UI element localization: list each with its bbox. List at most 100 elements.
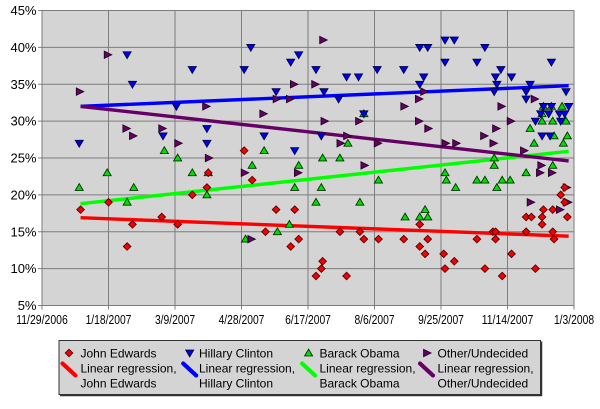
marker-hillary-clinton (127, 80, 138, 90)
marker-hillary-clinton (187, 66, 198, 75)
marker-barack-obama (561, 116, 571, 125)
marker-hillary-clinton (535, 110, 546, 119)
marker-other-undecided (506, 116, 516, 126)
marker-other-undecided (311, 79, 321, 89)
marker-barack-obama (547, 160, 558, 169)
plot-border (41, 10, 575, 306)
legend-box (58, 340, 541, 395)
marker-other-undecided (259, 109, 269, 119)
marker-barack-obama (128, 182, 139, 191)
legend-label-barack-obama: Barack Obama (320, 347, 400, 361)
marker-hillary-clinton (418, 73, 429, 82)
marker-john-edwards (271, 205, 281, 215)
marker-hillary-clinton (530, 117, 541, 126)
marker-barack-obama (492, 182, 502, 191)
marker-barack-obama (317, 153, 328, 162)
legend-regression-label-line2: Hillary Clinton (199, 377, 273, 391)
marker-hillary-clinton (521, 95, 531, 104)
marker-barack-obama (284, 219, 295, 228)
legend: John Edwards Hillary Clinton Barack Obama O… (58, 340, 543, 397)
marker-john-edwards (530, 264, 540, 274)
marker-barack-obama (172, 153, 183, 162)
marker-other-undecided (240, 168, 250, 178)
marker-john-edwards (538, 205, 548, 215)
marker-barack-obama (529, 138, 539, 147)
marker-john-edwards (355, 227, 365, 237)
legend-label-john-edwards: John Edwards (81, 347, 157, 361)
legend-regression-label-line2: Other/Undecided (438, 377, 529, 391)
marker-hillary-clinton (171, 103, 182, 112)
marker-other-undecided (373, 138, 383, 148)
x-tick-label: 11/29/2006 (16, 312, 68, 327)
y-axis-labels: 45% 40% 35% 30% 25% 20% 15% 10% 5% (10, 3, 36, 313)
marker-other-undecided (497, 102, 507, 111)
y-tick-label: 30% (10, 114, 36, 129)
marker-hillary-clinton (239, 66, 249, 75)
marker-hillary-clinton (546, 58, 557, 67)
x-tick-label: 1/3/2008 (554, 312, 594, 327)
marker-barack-obama (247, 160, 257, 169)
marker-other-undecided (75, 87, 85, 96)
marker-john-edwards (316, 264, 326, 274)
marker-other-undecided (536, 168, 545, 178)
marker-john-edwards (335, 227, 345, 237)
marker-hillary-clinton (271, 88, 281, 97)
marker-hillary-clinton (289, 147, 300, 156)
marker-barack-obama (316, 182, 327, 191)
marker-hillary-clinton (293, 51, 304, 60)
regression-line-barack-obama (80, 149, 569, 206)
marker-hillary-clinton (561, 88, 571, 97)
marker-john-edwards (311, 271, 321, 281)
marker-hillary-clinton (563, 103, 574, 112)
marker-john-edwards (415, 219, 425, 229)
marker-other-undecided (174, 138, 184, 148)
series-barack-obama (74, 101, 573, 243)
marker-barack-obama (202, 190, 212, 199)
marker-hillary-clinton (545, 132, 555, 141)
marker-barack-obama (497, 175, 507, 184)
series-john-edwards (76, 146, 572, 281)
legend-regression-label-line2: Barack Obama (320, 377, 400, 391)
legend-regression-label-line1: Linear regression, (438, 362, 534, 376)
marker-other-undecided (294, 168, 303, 178)
marker-barack-obama (414, 212, 425, 221)
marker-other-undecided (204, 153, 214, 163)
marker-other-undecided (424, 124, 434, 133)
marker-john-edwards (76, 205, 86, 215)
marker-john-edwards (122, 242, 132, 251)
marker-other-undecided (202, 102, 212, 111)
marker-john-edwards (491, 234, 500, 244)
x-tick-label: 1/18/2007 (86, 312, 132, 327)
marker-other-undecided (526, 197, 536, 207)
marker-hillary-clinton (537, 132, 547, 141)
y-tick-label: 25% (10, 151, 36, 166)
marker-john-edwards (399, 234, 409, 244)
marker-john-edwards (187, 190, 197, 200)
marker-barack-obama (525, 123, 535, 132)
y-tick-label: 20% (10, 187, 36, 202)
marker-other-undecided (548, 168, 557, 178)
marker-other-undecided (286, 94, 295, 104)
marker-john-edwards (203, 168, 213, 178)
y-tick-label: 35% (10, 77, 36, 92)
marker-other-undecided (129, 131, 138, 141)
marker-john-edwards (128, 219, 137, 229)
marker-barack-obama (102, 167, 112, 177)
marker-john-edwards (549, 234, 559, 244)
marker-hillary-clinton (472, 58, 482, 67)
marker-john-edwards (548, 205, 558, 215)
marker-hillary-clinton (202, 139, 212, 149)
marker-barack-obama (440, 167, 450, 177)
marker-barack-obama (489, 153, 499, 162)
y-tick-label: 40% (10, 40, 36, 55)
marker-other-undecided (530, 94, 540, 104)
marker-john-edwards (290, 205, 300, 215)
marker-hillary-clinton (202, 125, 212, 134)
marker-other-undecided (480, 131, 490, 141)
y-tick-label: 5% (18, 298, 37, 313)
marker-john-edwards (286, 242, 296, 251)
marker-other-undecided (336, 138, 346, 148)
legend-swatch-hillary-clinton (181, 361, 199, 378)
marker-john-edwards (507, 249, 516, 259)
